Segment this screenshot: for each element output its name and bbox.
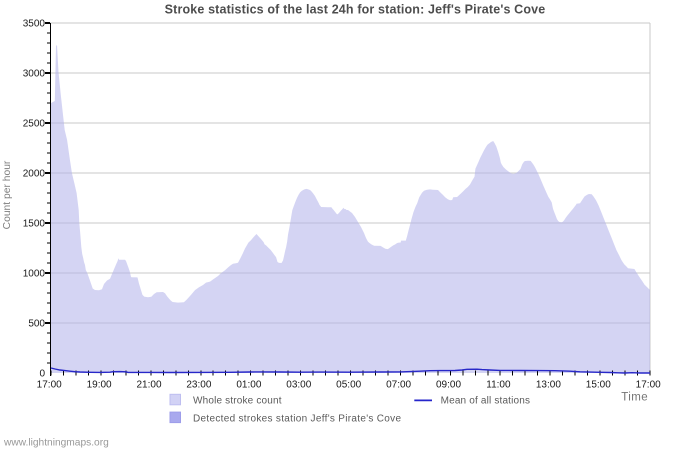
svg-text:Time: Time [621,391,648,403]
svg-text:01:00: 01:00 [236,380,261,391]
svg-text:05:00: 05:00 [336,380,361,391]
svg-text:www.lightningmaps.org: www.lightningmaps.org [3,438,109,449]
svg-text:17:00: 17:00 [37,380,62,391]
svg-text:19:00: 19:00 [87,380,112,391]
svg-text:Detected strokes station Jeff': Detected strokes station Jeff's Pirate's… [193,413,401,424]
svg-text:09:00: 09:00 [436,380,461,391]
svg-text:17:00: 17:00 [636,380,661,391]
svg-text:Count per hour: Count per hour [2,160,13,229]
svg-text:15:00: 15:00 [586,380,611,391]
svg-text:3500: 3500 [23,19,46,30]
svg-text:2000: 2000 [23,169,46,180]
svg-text:Stroke statistics of the last: Stroke statistics of the last 24h for st… [165,3,546,17]
svg-text:1500: 1500 [23,219,46,230]
svg-text:Whole stroke count: Whole stroke count [193,395,282,406]
svg-text:07:00: 07:00 [386,380,411,391]
svg-text:500: 500 [28,319,45,330]
svg-text:03:00: 03:00 [286,380,311,391]
svg-text:2500: 2500 [23,119,46,130]
svg-text:21:00: 21:00 [136,380,161,391]
svg-text:11:00: 11:00 [486,380,511,391]
svg-text:1000: 1000 [23,269,46,280]
svg-text:Mean of all stations: Mean of all stations [441,396,531,407]
svg-text:3000: 3000 [23,69,46,80]
svg-text:0: 0 [39,369,45,380]
svg-text:23:00: 23:00 [186,380,211,391]
svg-text:13:00: 13:00 [536,380,561,391]
